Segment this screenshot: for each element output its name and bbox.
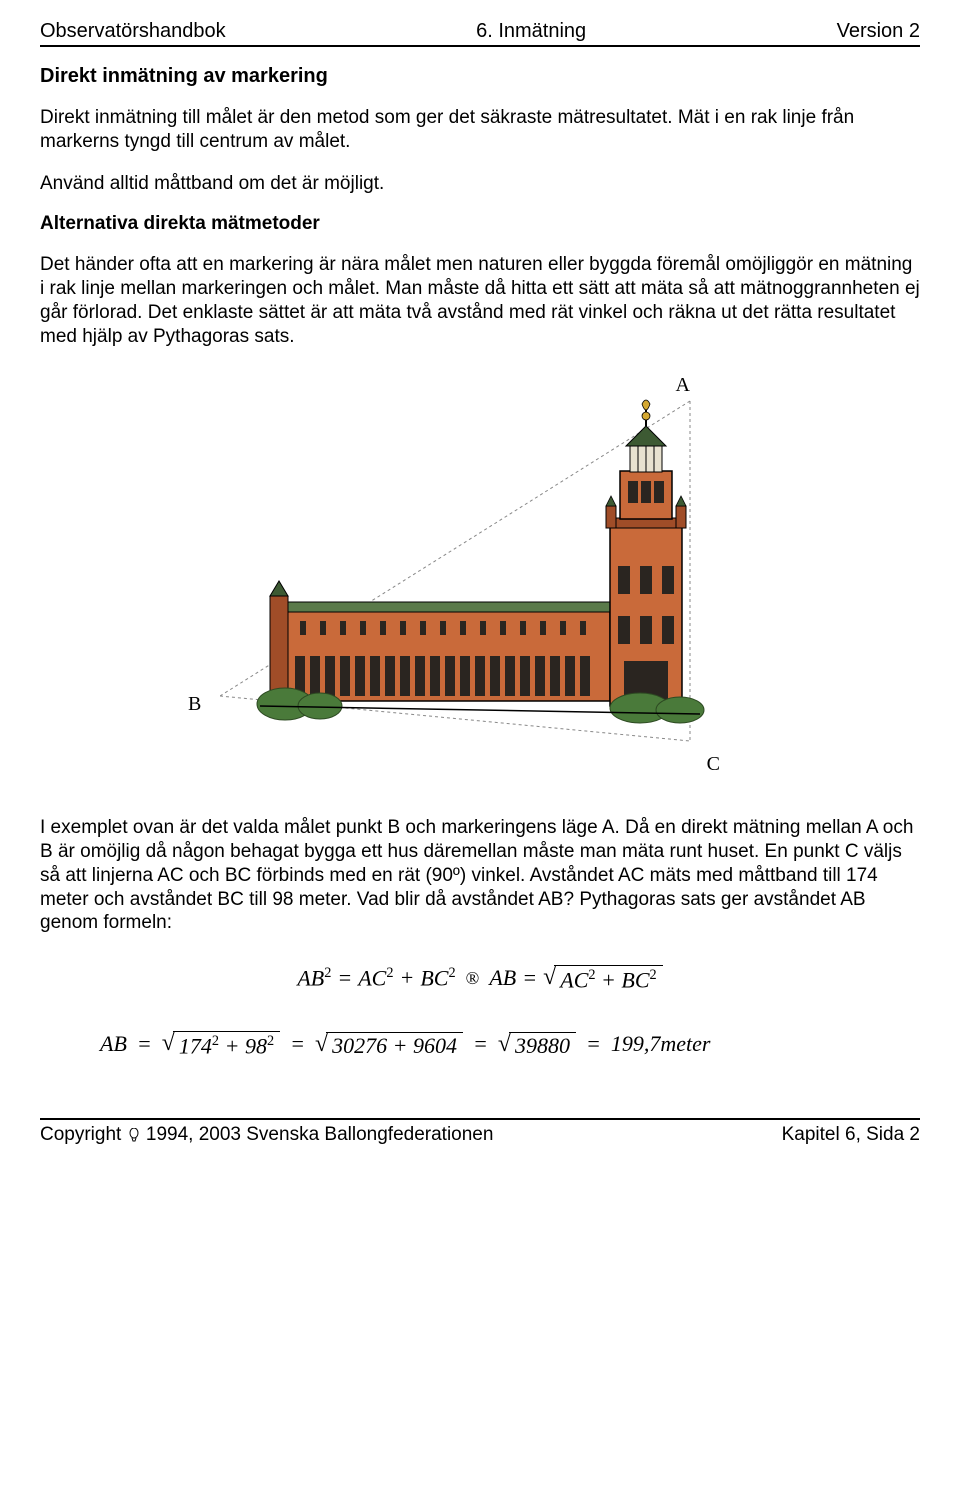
paragraph-2: Använd alltid måttband om det är möjligt… — [40, 172, 920, 196]
section-title: Direkt inmätning av markering — [40, 65, 920, 88]
f1-ab2: AB — [489, 965, 516, 991]
header-left: Observatörshandbok — [40, 20, 226, 43]
f2-eq1: = — [137, 1031, 152, 1057]
f2-sqrt1: √ 1742 + 982 — [162, 1031, 280, 1057]
f2-ab: AB — [100, 1031, 127, 1057]
header-center: 6. Inmätning — [476, 20, 586, 43]
f1-ab: AB2 — [297, 965, 331, 991]
f2-result: 199,7meter — [611, 1031, 711, 1057]
figure-pythagoras: A B C — [180, 366, 780, 786]
subsection-title: Alternativa direkta mätmetoder — [40, 213, 920, 235]
f1-ac: AC2 — [358, 965, 393, 991]
f1-eq2: = — [522, 965, 537, 991]
f2-sqrt3: √ 39880 — [498, 1032, 576, 1057]
paragraph-3: Det händer ofta att en markering är nära… — [40, 253, 920, 348]
figure-label-b: B — [188, 693, 201, 716]
paragraph-1: Direkt inmätning till målet är den metod… — [40, 106, 920, 154]
f2-eq4: = — [586, 1031, 601, 1057]
formula-numeric: AB = √ 1742 + 982 = √ 30276 + 9604 = √ 3… — [100, 1031, 920, 1057]
formula-pythagoras: AB2 = AC2 + BC2 ® AB = √ AC2 + BC2 — [40, 965, 920, 991]
cityhall-illustration — [220, 396, 740, 756]
footer-right: Kapitel 6, Sida 2 — [782, 1124, 920, 1146]
f1-plus1: + — [400, 965, 415, 991]
paragraph-4: I exemplet ovan är det valda målet punkt… — [40, 816, 920, 935]
f2-sqrt2: √ 30276 + 9604 — [315, 1032, 463, 1057]
f1-bc: BC2 — [420, 965, 455, 991]
header-right: Version 2 — [837, 20, 920, 43]
figure-label-a: A — [676, 374, 690, 397]
f1-sqrt: √ AC2 + BC2 — [543, 965, 663, 991]
f1-arrow: ® — [462, 968, 484, 989]
f1-eq1: = — [337, 965, 352, 991]
f2-eq3: = — [473, 1031, 488, 1057]
page-header: Observatörshandbok 6. Inmätning Version … — [40, 20, 920, 47]
figure-label-c: C — [707, 753, 720, 776]
balloon-icon — [127, 1128, 141, 1142]
f2-eq2: = — [290, 1031, 305, 1057]
footer-left: Copyright 1994, 2003 Svenska Ballongfede… — [40, 1124, 493, 1146]
page-footer: Copyright 1994, 2003 Svenska Ballongfede… — [40, 1118, 920, 1146]
